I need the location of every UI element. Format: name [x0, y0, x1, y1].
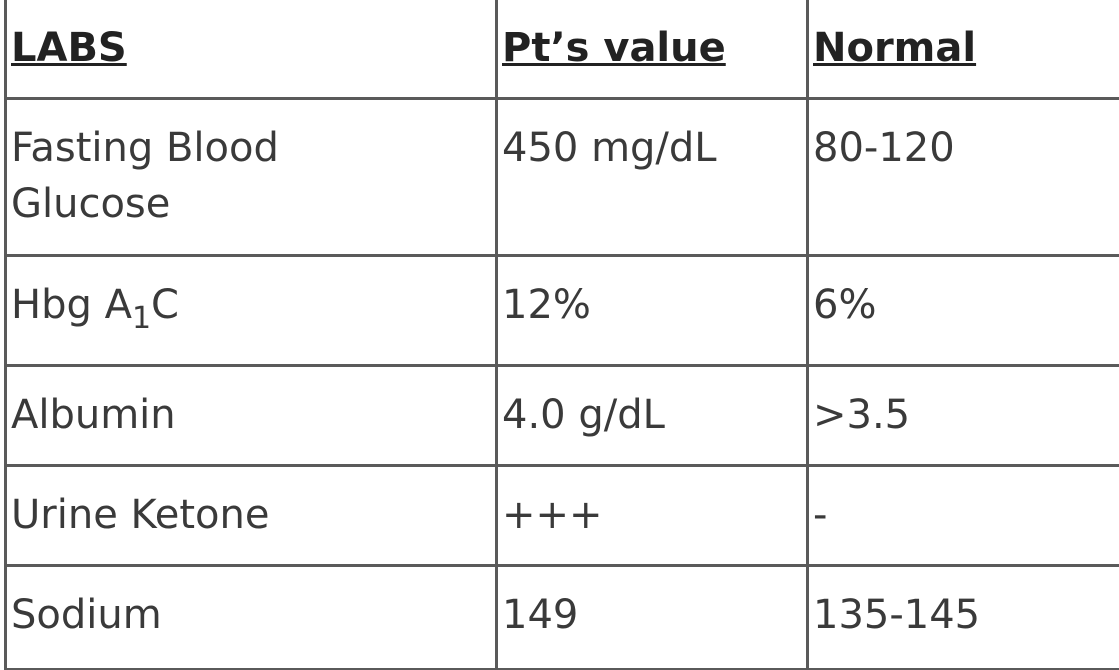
table-cell: -	[806, 463, 1119, 567]
cell-text: 4.0 g/dL	[502, 391, 665, 438]
table-row: Sodium 149 135-145	[4, 563, 1119, 670]
header-text: Normal	[813, 25, 977, 71]
cell-text: Sodium	[11, 591, 162, 638]
header-text: Pt’s value	[502, 25, 726, 71]
table-cell: +++	[495, 463, 809, 567]
table-cell: Sodium	[4, 563, 498, 670]
table-row: Albumin 4.0 g/dL >3.5	[4, 363, 1119, 467]
table-cell: 135-145	[806, 563, 1119, 670]
cell-text: 6%	[813, 281, 877, 328]
table-cell: 450 mg/dL	[495, 98, 809, 257]
cell-text: 450 mg/dL	[502, 124, 717, 171]
cell-text: Albumin	[11, 391, 176, 438]
header-cell: Pt’s value	[495, 0, 809, 100]
table-cell: Fasting Blood Glucose	[4, 98, 498, 257]
cell-text: Urine Ketone	[11, 491, 270, 538]
table-cell: 149	[495, 563, 809, 670]
cell-text: 80-120	[813, 124, 955, 171]
table-cell: >3.5	[806, 363, 1119, 467]
table-row: Urine Ketone +++ -	[4, 463, 1119, 567]
table-cell: Hbg A1C	[4, 253, 498, 367]
table-row: Hbg A1C 12% 6%	[4, 253, 1119, 367]
table-cell: Albumin	[4, 363, 498, 467]
cell-text: >3.5	[813, 391, 911, 438]
table-cell: 6%	[806, 253, 1119, 367]
table-cell: 80-120	[806, 98, 1119, 257]
cell-text: 149	[502, 591, 579, 638]
cell-text: 12%	[502, 281, 591, 328]
table-cell: 4.0 g/dL	[495, 363, 809, 467]
cell-text: C	[151, 281, 179, 328]
table-row: Fasting Blood Glucose 450 mg/dL 80-120	[4, 98, 1119, 257]
cell-text: 135-145	[813, 591, 981, 638]
cell-text: Fasting Blood Glucose	[11, 124, 279, 227]
subscript: 1	[131, 300, 152, 336]
cell-text: +++	[502, 491, 603, 538]
header-cell: LABS	[4, 0, 498, 100]
header-text: LABS	[11, 25, 127, 71]
table-cell: 12%	[495, 253, 809, 367]
header-cell: Normal	[806, 0, 1119, 100]
cell-text: Hbg A	[11, 281, 132, 328]
labs-table: LABS Pt’s value Normal Fasting Blood Gluco…	[4, 0, 1119, 670]
cell-text: -	[813, 491, 828, 538]
header-row: LABS Pt’s value Normal	[4, 0, 1119, 100]
table-cell: Urine Ketone	[4, 463, 498, 567]
